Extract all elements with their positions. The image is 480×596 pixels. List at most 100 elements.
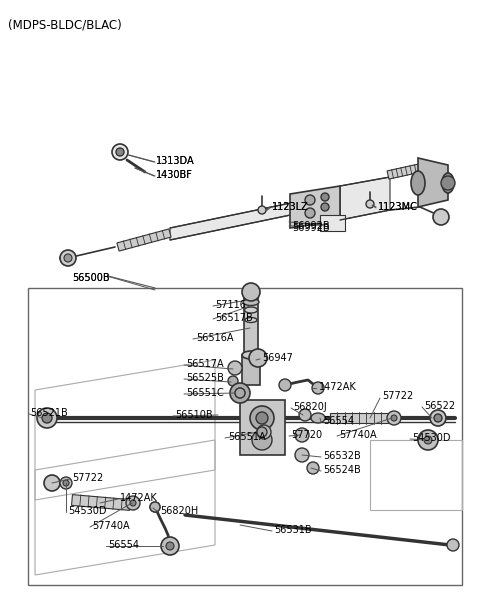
Circle shape — [258, 206, 266, 214]
Circle shape — [430, 410, 446, 426]
Text: 1472AK: 1472AK — [319, 382, 357, 392]
Circle shape — [433, 209, 449, 225]
Text: 1123MC: 1123MC — [378, 202, 418, 212]
Circle shape — [257, 425, 271, 439]
Circle shape — [60, 477, 72, 489]
Circle shape — [42, 413, 52, 423]
Polygon shape — [330, 412, 388, 423]
Text: 56524B: 56524B — [323, 465, 361, 475]
Circle shape — [295, 448, 309, 462]
Text: 56500B: 56500B — [72, 273, 109, 283]
Text: 56820H: 56820H — [160, 506, 198, 516]
Circle shape — [116, 148, 124, 156]
Polygon shape — [170, 200, 305, 240]
Circle shape — [307, 462, 319, 474]
Circle shape — [235, 388, 245, 398]
Circle shape — [252, 430, 272, 450]
Circle shape — [434, 414, 442, 422]
Ellipse shape — [311, 413, 325, 423]
Text: 56516A: 56516A — [196, 333, 233, 343]
Circle shape — [321, 193, 329, 201]
Text: 56525B: 56525B — [186, 373, 224, 383]
Circle shape — [64, 254, 72, 262]
Circle shape — [150, 502, 160, 512]
Text: 56517A: 56517A — [186, 359, 224, 369]
Text: 54530D: 54530D — [412, 433, 451, 443]
Polygon shape — [340, 177, 390, 220]
Circle shape — [441, 176, 455, 190]
Text: 1472AK: 1472AK — [120, 493, 158, 503]
Polygon shape — [72, 495, 131, 510]
Circle shape — [250, 406, 274, 430]
Circle shape — [366, 200, 374, 208]
Circle shape — [305, 208, 315, 218]
Text: 1123LZ: 1123LZ — [272, 202, 309, 212]
Text: 57720: 57720 — [291, 430, 322, 440]
Text: 56992B: 56992B — [292, 223, 330, 233]
Text: (MDPS-BLDC/BLAC): (MDPS-BLDC/BLAC) — [8, 18, 122, 31]
Text: 57722: 57722 — [72, 473, 103, 483]
Circle shape — [321, 203, 329, 211]
Text: 56510B: 56510B — [175, 410, 213, 420]
Circle shape — [424, 436, 432, 444]
Circle shape — [279, 379, 291, 391]
Polygon shape — [244, 297, 258, 355]
Text: 1430BF: 1430BF — [156, 170, 193, 180]
Polygon shape — [240, 400, 285, 455]
Text: 56551A: 56551A — [228, 432, 265, 442]
Circle shape — [166, 542, 174, 550]
Text: 1123LZ: 1123LZ — [272, 202, 309, 212]
Ellipse shape — [243, 299, 259, 306]
Circle shape — [63, 480, 69, 486]
Bar — [28, 288, 462, 585]
Circle shape — [126, 496, 140, 510]
Text: 56947: 56947 — [262, 353, 293, 363]
Text: 1313DA: 1313DA — [156, 156, 194, 166]
Text: 56992B: 56992B — [292, 221, 330, 231]
Circle shape — [305, 195, 315, 205]
Circle shape — [249, 349, 267, 367]
Circle shape — [60, 250, 76, 266]
Polygon shape — [387, 164, 421, 179]
Text: 56554: 56554 — [323, 416, 354, 426]
Circle shape — [37, 408, 57, 428]
Circle shape — [150, 502, 160, 512]
Circle shape — [418, 430, 438, 450]
Circle shape — [447, 539, 459, 551]
Circle shape — [387, 411, 401, 425]
Text: 56532B: 56532B — [323, 451, 361, 461]
Circle shape — [112, 144, 128, 160]
Text: 56554: 56554 — [108, 540, 139, 550]
Polygon shape — [290, 186, 340, 228]
Circle shape — [312, 382, 324, 394]
Text: 57740A: 57740A — [92, 521, 130, 531]
Circle shape — [130, 500, 136, 506]
Text: 1313DA: 1313DA — [156, 156, 194, 166]
Circle shape — [299, 409, 311, 421]
Text: 1430BF: 1430BF — [156, 170, 193, 180]
Circle shape — [230, 383, 250, 403]
Text: 57740A: 57740A — [339, 430, 377, 440]
Circle shape — [242, 283, 260, 301]
Text: 56820J: 56820J — [293, 402, 327, 412]
Polygon shape — [418, 158, 448, 207]
Text: 54530D: 54530D — [68, 506, 107, 516]
Circle shape — [295, 428, 309, 442]
Circle shape — [391, 415, 397, 421]
Circle shape — [161, 537, 179, 555]
Text: 56521B: 56521B — [30, 408, 68, 418]
Text: 1123MC: 1123MC — [378, 202, 418, 212]
Ellipse shape — [411, 171, 425, 195]
Polygon shape — [117, 229, 171, 251]
Text: 56551C: 56551C — [186, 388, 224, 398]
Circle shape — [44, 475, 60, 491]
Circle shape — [228, 376, 238, 386]
Ellipse shape — [244, 293, 258, 301]
Circle shape — [257, 427, 267, 437]
Circle shape — [235, 388, 245, 398]
Text: 56517B: 56517B — [215, 313, 253, 323]
Text: 57116: 57116 — [215, 300, 246, 310]
Bar — [320, 215, 345, 231]
Circle shape — [256, 412, 268, 424]
Text: 56522: 56522 — [424, 401, 455, 411]
